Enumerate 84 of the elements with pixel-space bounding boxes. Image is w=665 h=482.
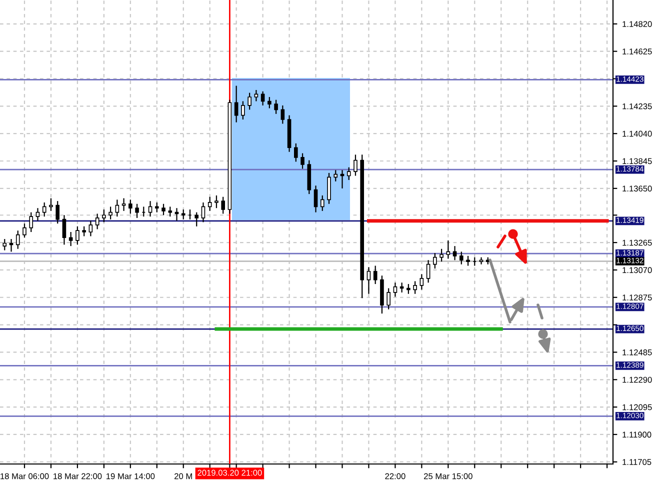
candlestick — [446, 240, 450, 260]
candlestick — [221, 196, 225, 214]
y-tick-label: 1.14820 — [622, 21, 652, 28]
candlestick — [274, 99, 278, 114]
candlestick — [181, 208, 186, 220]
candlestick — [29, 212, 34, 233]
candlestick — [254, 89, 258, 102]
candlestick — [68, 231, 73, 247]
candlestick — [214, 194, 218, 209]
candlestick — [208, 196, 212, 212]
candlestick — [280, 104, 285, 124]
candlestick — [234, 85, 238, 123]
x-tick-label: 18 Mar 06:00 — [0, 473, 49, 480]
candlestick — [334, 170, 338, 182]
candlestick — [115, 199, 120, 218]
candlestick — [366, 266, 371, 294]
x-tick-label: 18 Mar 22:00 — [54, 473, 102, 480]
x-tick-label: 20 M — [174, 473, 192, 480]
candlestick — [294, 142, 298, 162]
candlestick — [320, 194, 324, 212]
candlestick — [452, 246, 457, 261]
candlestick — [433, 252, 437, 270]
candlestick — [194, 212, 199, 227]
candlestick — [426, 260, 430, 284]
candlestick — [95, 213, 100, 230]
candlestick — [36, 208, 40, 222]
y-tick-label: 1.12485 — [622, 349, 652, 356]
candlestick — [354, 154, 358, 176]
candlestick — [327, 172, 331, 204]
candlestick — [162, 203, 166, 216]
candlestick — [420, 274, 424, 290]
candlestick — [76, 226, 80, 246]
y-tick-label: 1.13265 — [622, 240, 652, 246]
x-tick-label: 25 Mar 15:00 — [424, 473, 472, 480]
candlestick — [16, 230, 20, 250]
candlestick — [49, 198, 53, 212]
x-tick-label: 19 Mar 14:00 — [106, 473, 155, 480]
y-tick-label: 1.12095 — [622, 404, 652, 410]
candlestick — [466, 255, 470, 266]
y-tick-label: 1.14040 — [622, 130, 652, 137]
y-tick-label: 1.13070 — [622, 267, 652, 274]
y-tick-label: 1.11900 — [622, 432, 652, 438]
candlestick — [154, 202, 159, 213]
candlestick — [300, 152, 304, 170]
candlestick — [459, 251, 464, 265]
candlestick — [62, 214, 66, 246]
candlestick — [122, 198, 126, 212]
y-tick-label: 1.14625 — [622, 48, 652, 54]
candlestick — [248, 92, 252, 110]
candlestick — [346, 166, 351, 181]
candlestick — [241, 100, 245, 120]
candlestick — [135, 203, 139, 218]
candlestick — [393, 282, 398, 298]
candlestick — [201, 202, 206, 223]
candlestick — [386, 288, 390, 310]
candlestick — [440, 248, 444, 262]
x-tick-label: 2019.03.20 21:00 — [198, 470, 262, 476]
candlestick — [168, 206, 172, 218]
y-tick-label: 1.13650 — [622, 186, 652, 192]
candlestick — [108, 206, 112, 220]
candlestick — [128, 199, 132, 214]
y-tick-label: 1.11705 — [622, 459, 652, 465]
candlestick — [102, 208, 106, 223]
x-tick-label: 22:00 — [385, 473, 406, 480]
candlestick — [400, 282, 404, 294]
y-tick-label: 1.12290 — [622, 376, 652, 383]
candlestick — [82, 226, 86, 237]
candlestick — [2, 238, 7, 251]
candlestick — [268, 96, 272, 109]
candlestick — [314, 185, 318, 213]
candlestick — [413, 280, 417, 294]
candlestick — [406, 283, 410, 294]
candlestick — [22, 223, 26, 238]
candlestick — [174, 208, 179, 222]
candlestick — [42, 202, 46, 218]
y-tick-label: 1.13845 — [622, 158, 652, 164]
candlestick — [260, 90, 265, 106]
y-tick-label: 1.14235 — [622, 103, 652, 110]
candlestick — [56, 200, 60, 224]
candlestick — [373, 265, 378, 285]
y-tick-label: 1.12875 — [622, 294, 652, 300]
candlestick — [9, 238, 14, 252]
candlestick — [340, 170, 344, 189]
candlestick — [88, 220, 93, 237]
